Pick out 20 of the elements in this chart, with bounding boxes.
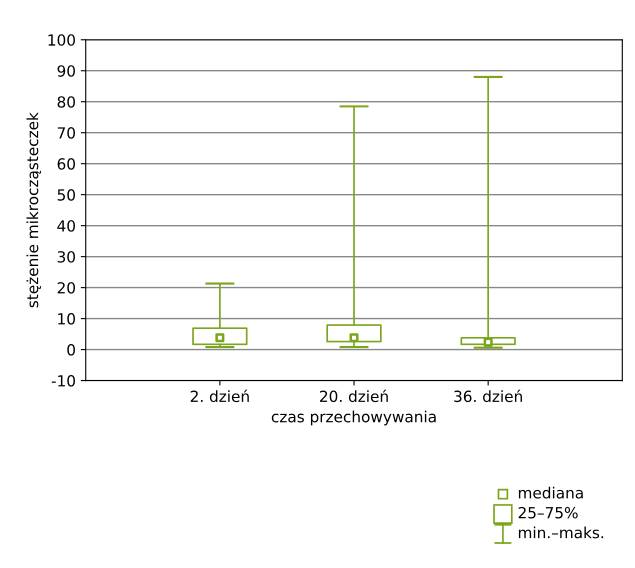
- y-tick-label: 50: [58, 189, 75, 201]
- x-axis-title: czas przechowywania: [272, 410, 436, 426]
- y-tick-label: 30: [58, 251, 75, 263]
- x-tick-label: 2. dzień: [190, 390, 249, 402]
- text: min.–maks.: [518, 526, 604, 538]
- y-tick-label: 20: [58, 282, 75, 294]
- y-tick-label: 100: [48, 34, 75, 46]
- text: 25–75%: [518, 506, 578, 518]
- y-tick-label: 40: [57, 220, 75, 232]
- y-tick-label: -10: [52, 375, 75, 387]
- text: mediana: [518, 486, 583, 499]
- x-tick-label: 20. dzień: [320, 390, 388, 402]
- y-tick-label: 90: [58, 65, 75, 77]
- y-tick-label: 60: [58, 158, 75, 170]
- y-tick-label: 10: [58, 313, 75, 325]
- y-tick-label: 80: [58, 96, 75, 108]
- y-tick-label: 70: [58, 127, 75, 139]
- x-tick-label: 36. dzień: [454, 390, 522, 402]
- y-tick-label: 0: [67, 344, 75, 356]
- y-axis-title: stężenie mikrocząsteczek: [26, 112, 42, 308]
